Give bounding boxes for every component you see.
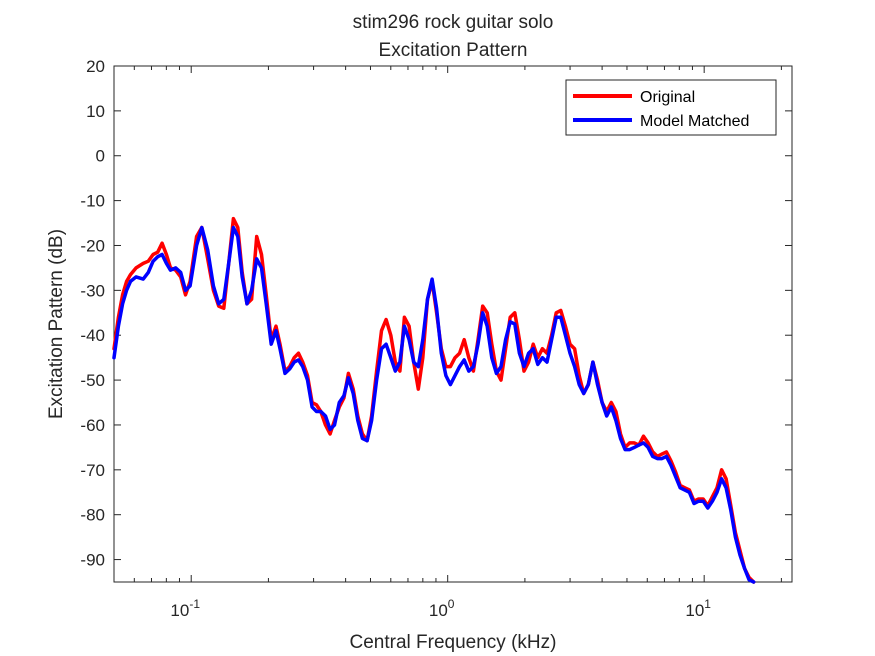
x-axis-label: Central Frequency (kHz) [350, 632, 557, 653]
y-tick-label: -80 [80, 506, 105, 525]
y-tick-label: 10 [86, 102, 105, 121]
chart-subtitle: Excitation Pattern [379, 40, 528, 61]
series-line-model-matched [112, 225, 756, 584]
y-tick-label: -70 [80, 461, 105, 480]
y-tick-label: -90 [80, 551, 105, 570]
chart-title: stim296 rock guitar solo [353, 12, 554, 33]
series-layer [112, 216, 756, 584]
legend-box [565, 79, 777, 136]
y-axis: 20 10 0 -10 -20 -30 -40 -50 -60 -70 -80 -90 [80, 57, 792, 570]
y-tick-label: 20 [86, 57, 105, 76]
x-axis: 10-1 100 101 [113, 66, 782, 620]
plot-area [113, 65, 793, 583]
y-tick-label: -10 [80, 192, 105, 211]
y-tick-label: -20 [80, 236, 105, 255]
y-tick-label: 0 [96, 147, 105, 166]
y-tick-label: -30 [80, 281, 105, 300]
y-tick-label: -60 [80, 416, 105, 435]
legend-label-model-matched: Model Matched [640, 113, 749, 130]
y-tick-label: -40 [80, 326, 105, 345]
y-axis-label: Excitation Pattern (dB) [46, 229, 67, 419]
y-tick-label: -50 [80, 371, 105, 390]
legend: Original Model Matched [565, 79, 777, 136]
legend-label-original: Original [640, 89, 695, 106]
